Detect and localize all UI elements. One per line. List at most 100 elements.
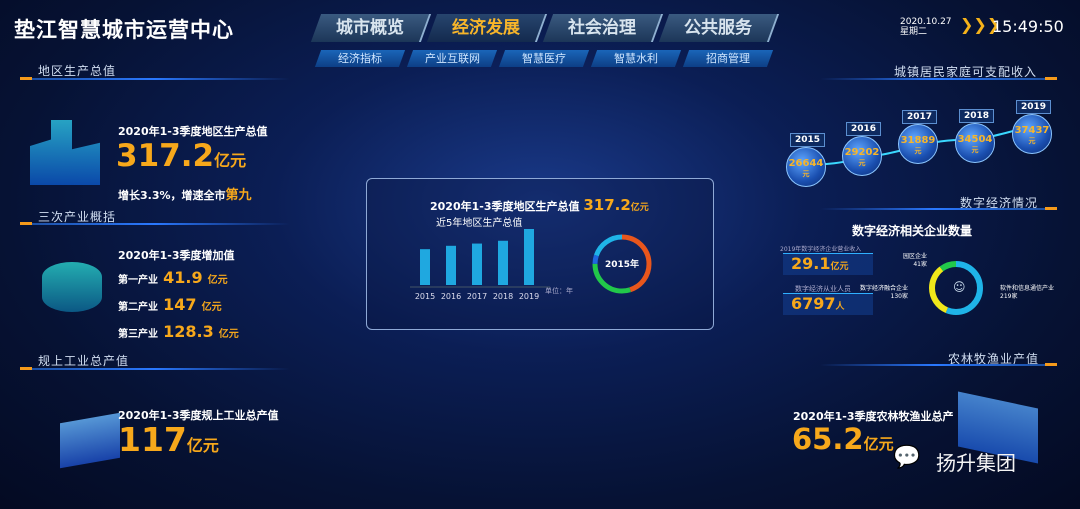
revenue-value: 29.1 <box>791 254 831 273</box>
section-title-digital: 数字经济情况 <box>960 196 1039 210</box>
donut-year-label: 2015年 <box>604 260 640 270</box>
divider <box>820 78 1050 80</box>
subtab-smart-medical[interactable]: 智慧医疗 <box>498 50 590 67</box>
industry-unit: 亿元 <box>186 436 219 455</box>
enterprise-donut <box>929 261 983 315</box>
weekday: 星期二 <box>900 27 928 37</box>
income-bubble: 37437 元 <box>1012 114 1052 154</box>
industry-primary: 第一产业 41.9 亿元 <box>118 268 228 287</box>
accent <box>20 367 32 370</box>
section-title-gdp: 地区生产总值 <box>38 64 117 78</box>
bar-2015 <box>420 249 430 285</box>
x-tick-label: 2017 <box>467 292 487 301</box>
income-value: 31889 <box>900 135 936 146</box>
gdp-number: 317.2 <box>116 138 215 174</box>
rank: 第九 <box>225 188 252 203</box>
revenue-label: 2019年数字经济企业营业收入 <box>780 246 862 253</box>
industry-list: 第一产业 41.9 亿元 第二产业 147 亿元 第三产业 128.3 亿元 <box>118 266 239 347</box>
industry-caption: 2020年1-3季度规上工业总产值 <box>118 409 279 422</box>
agri-caption: 2020年1-3季度农林牧渔业总产 <box>793 410 954 423</box>
bar-2017 <box>472 243 482 285</box>
income-unit: 元 <box>802 170 810 178</box>
gdp-bar-chart: 2015 2016 2017 2018 2019 <box>410 229 550 301</box>
gdp-growth: 增长3.3%，增速全市第九 <box>118 184 252 203</box>
income-unit: 元 <box>1028 137 1036 145</box>
chevrons-icon: ❯❯❯ <box>960 15 1001 34</box>
section-title-industries: 三次产业概括 <box>38 210 117 224</box>
section-title-income: 城镇居民家庭可支配收入 <box>894 65 1038 79</box>
center-subtitle: 近5年地区生产总值 <box>436 218 523 229</box>
staff-box: 6797人 <box>783 293 873 315</box>
income-year: 2018 <box>959 109 995 123</box>
subtab-economic-indicators[interactable]: 经济指标 <box>314 50 406 67</box>
wechat-icon: 💬 <box>893 445 921 470</box>
income-year: 2015 <box>790 133 826 147</box>
divider <box>20 223 290 225</box>
gdp-value: 317.2亿元 <box>116 138 246 174</box>
accent <box>1045 77 1057 80</box>
tab-public-service[interactable]: 公共服务 <box>658 14 780 42</box>
accent <box>1045 207 1057 210</box>
section-title-agri: 农林牧渔业产值 <box>948 352 1040 366</box>
year-donut-slice <box>592 234 652 294</box>
income-year: 2016 <box>846 122 882 136</box>
industry-number: 117 <box>118 420 187 459</box>
section-title-industrial-output: 规上工业总产值 <box>38 354 130 368</box>
bar-2018 <box>498 240 508 285</box>
x-tick-label: 2018 <box>493 292 513 301</box>
divider <box>20 78 290 80</box>
watermark: 扬升集团 <box>936 451 1016 475</box>
enterprise-donut-slice <box>929 261 983 315</box>
staff-value: 6797 <box>791 294 836 313</box>
divider <box>820 364 1050 366</box>
divider <box>820 208 1050 210</box>
divider <box>20 368 290 370</box>
clock: 15:49:50 <box>992 17 1064 36</box>
year-donut <box>592 234 652 294</box>
industry-tertiary: 第三产业 128.3 亿元 <box>118 322 239 341</box>
income-year: 2017 <box>902 110 938 124</box>
tab-social-governance[interactable]: 社会治理 <box>542 14 664 42</box>
subtab-investment[interactable]: 招商管理 <box>682 50 774 67</box>
bar-chart-illustration <box>30 120 100 185</box>
segment-label-fusion: 数字经济融合企业 130家 <box>860 285 909 300</box>
bar-2016 <box>446 245 456 285</box>
gdp-caption: 2020年1-3季度地区生产总值 <box>118 125 268 138</box>
accent <box>20 222 32 225</box>
agri-number: 65.2 <box>792 422 864 456</box>
x-tick-label: 2019 <box>519 292 539 301</box>
x-tick-label: 2016 <box>441 292 461 301</box>
agri-unit: 亿元 <box>863 435 894 453</box>
tab-city-overview[interactable]: 城市概览 <box>310 14 432 42</box>
industry-secondary: 第二产业 147 亿元 <box>118 295 222 314</box>
revenue-unit: 亿元 <box>830 262 849 272</box>
income-value: 26644 <box>788 158 824 169</box>
income-unit: 元 <box>971 146 979 154</box>
staff-label: 数字经济从业人员 <box>795 285 851 293</box>
bar-2019 <box>524 229 534 285</box>
income-value: 37437 <box>1014 125 1050 136</box>
segment-label-software: 软件和信息通信产业 219家 <box>1000 285 1055 300</box>
income-value: 34504 <box>957 134 993 145</box>
tertiary-caption: 2020年1-3季度增加值 <box>118 249 235 262</box>
income-bubble: 26644 元 <box>786 147 826 187</box>
income-unit: 元 <box>914 147 922 155</box>
chip-illustration <box>60 412 120 469</box>
app-title: 垫江智慧城市运营中心 <box>14 18 234 42</box>
tab-economy[interactable]: 经济发展 <box>426 14 548 42</box>
accent <box>1045 363 1057 366</box>
date-block: 2020.10.27 星期二 <box>900 17 952 37</box>
income-bubble: 31889 元 <box>898 124 938 164</box>
subtab-industrial-internet[interactable]: 产业互联网 <box>406 50 498 67</box>
industry-value: 117亿元 <box>118 420 219 459</box>
people-icon: ☺ <box>953 280 966 294</box>
center-title: 2020年1-3季度地区生产总值 317.2亿元 <box>430 196 649 214</box>
income-unit: 元 <box>858 159 866 167</box>
unit-note: 单位：年 <box>545 287 573 295</box>
income-bubble: 29202 元 <box>842 136 882 176</box>
revenue-box: 29.1亿元 <box>783 253 873 275</box>
income-bubble: 34504 元 <box>955 123 995 163</box>
digital-title: 数字经济相关企业数量 <box>852 224 973 238</box>
cylinder-illustration <box>42 262 102 312</box>
subtab-smart-water[interactable]: 智慧水利 <box>590 50 682 67</box>
